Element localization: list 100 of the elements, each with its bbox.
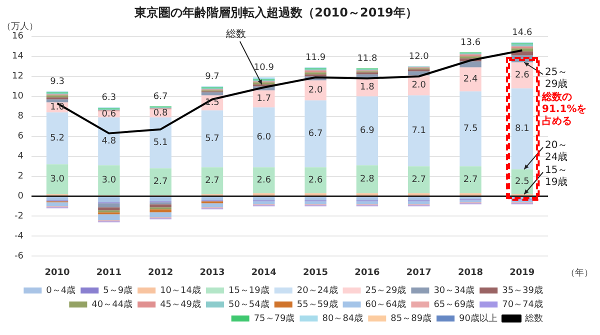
bar — [511, 62, 534, 88]
bar — [253, 90, 275, 108]
bar — [460, 193, 482, 196]
bar — [460, 67, 482, 92]
legend-label: 75～79歳 — [254, 312, 295, 324]
y-tick-label: 14 — [12, 52, 24, 62]
bar — [201, 92, 224, 96]
total-label: 10.9 — [254, 63, 274, 74]
legend-label: 55～59歳 — [296, 298, 338, 310]
bar — [150, 212, 172, 218]
data-label: 5.2 — [50, 134, 64, 144]
bar — [150, 168, 172, 196]
y-tick-label: -4 — [14, 232, 24, 242]
total-label: 14.6 — [512, 28, 532, 38]
x-tick-label: 2010 — [44, 268, 70, 278]
data-label: 0.8 — [153, 108, 168, 119]
data-label: 2.4 — [463, 74, 478, 85]
y-tick-label: -6 — [14, 252, 24, 262]
bar — [46, 164, 68, 194]
data-label: 2.8 — [360, 174, 375, 185]
annotation: 20～ 24歳 — [545, 140, 568, 163]
bar — [356, 197, 378, 200]
y-tick-label: 4 — [18, 152, 24, 162]
data-label: 6.0 — [256, 132, 272, 143]
bar — [460, 91, 482, 166]
y-tick-label: 8 — [18, 112, 24, 122]
legend-label: 45～49歳 — [160, 298, 201, 310]
bar — [201, 203, 224, 208]
data-label: 0.6 — [102, 110, 116, 120]
legend-label: 85～89歳 — [390, 312, 432, 324]
bar — [150, 204, 172, 208]
x-tick-label: 2011 — [96, 268, 122, 278]
bar — [356, 165, 378, 194]
legend-label: 90歳以上 — [459, 312, 498, 324]
data-label: 2.6 — [515, 70, 530, 81]
legend-label: 65～69歳 — [434, 298, 475, 310]
x-axis-title: （年） — [566, 267, 593, 278]
legend-label: 80～84歳 — [322, 312, 364, 324]
bar — [304, 167, 326, 194]
data-label: 2.7 — [205, 176, 220, 186]
bar — [408, 166, 430, 194]
bar — [150, 209, 172, 212]
total-label: 6.7 — [153, 92, 168, 102]
data-label: 2.7 — [153, 177, 168, 188]
bar — [304, 197, 326, 200]
y-axis-title: （万人） — [2, 21, 38, 32]
y-tick-label: 0 — [18, 192, 24, 202]
bar — [511, 88, 534, 170]
bar — [201, 197, 224, 200]
y-tick-label: 6 — [18, 132, 24, 142]
legend-label: 20～24歳 — [296, 284, 338, 296]
bar — [150, 197, 172, 202]
data-label: 2.6 — [308, 176, 323, 186]
bar — [98, 203, 120, 208]
annotation: 総数 — [224, 28, 246, 40]
total-label: 11.9 — [306, 53, 326, 64]
bar — [304, 193, 326, 196]
legend-label: 0～4歳 — [46, 284, 76, 296]
legend-label: 30～34歳 — [434, 284, 475, 296]
total-label: 12.0 — [408, 52, 430, 62]
total-label: 11.8 — [357, 54, 378, 64]
x-tick-label: 2015 — [303, 268, 328, 278]
bar — [253, 197, 275, 200]
bar — [253, 167, 275, 194]
data-label: 6.9 — [360, 126, 375, 136]
legend-label: 5～9歳 — [103, 284, 133, 296]
data-label: 2.5 — [515, 177, 530, 188]
total-label: 6.3 — [102, 93, 116, 104]
x-tick-label: 2019 — [510, 268, 535, 278]
bar — [460, 166, 482, 194]
x-tick-label: 2012 — [148, 268, 174, 278]
x-tick-label: 2014 — [251, 268, 276, 278]
x-tick-label: 2013 — [200, 268, 225, 278]
data-label: 2.7 — [412, 175, 426, 186]
data-label: 7.1 — [412, 126, 426, 136]
data-label: 6.7 — [308, 129, 323, 140]
total-label: 13.6 — [460, 38, 481, 48]
data-label: 7.5 — [463, 124, 478, 134]
y-tick-label: 12 — [12, 72, 24, 82]
data-label: 2.6 — [256, 176, 272, 186]
bar — [408, 95, 430, 166]
legend-label: 25～29歳 — [365, 284, 406, 296]
bar — [98, 197, 120, 202]
annotation: 25～ 29歳 — [545, 66, 568, 90]
total-label: 9.3 — [50, 77, 64, 88]
x-tick-label: 2018 — [458, 268, 484, 278]
legend-label: 10～14歳 — [160, 284, 201, 296]
annotation: 総数の91.1%を占める — [542, 92, 588, 128]
total-label: 9.7 — [205, 72, 220, 82]
bar — [253, 107, 275, 168]
bar — [98, 165, 120, 196]
data-label: 2.0 — [412, 80, 426, 91]
data-label: 1.5 — [205, 98, 220, 108]
data-label: 4.8 — [102, 136, 116, 147]
y-tick-label: -2 — [14, 212, 24, 222]
data-label: 1.8 — [360, 82, 375, 93]
data-label: 3.0 — [102, 176, 116, 186]
x-tick-label: 2017 — [406, 268, 432, 278]
bar — [201, 110, 224, 168]
annotation: 15～ 19歳 — [545, 164, 568, 188]
